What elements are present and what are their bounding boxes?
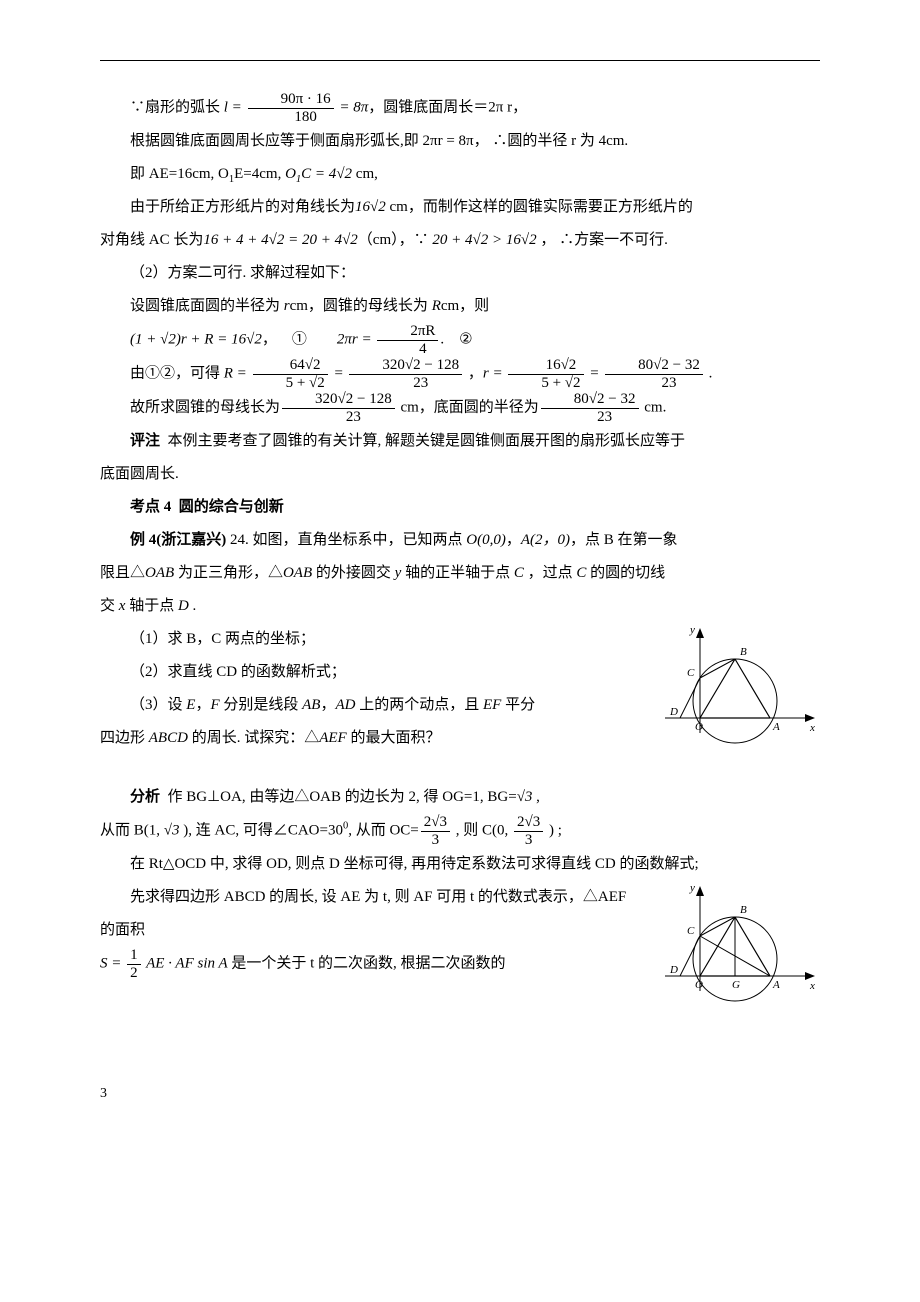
note: 评注 本例主要考查了圆锥的有关计算, 解题关键是圆锥侧面展开图的扇形弧长应等于 bbox=[100, 425, 820, 458]
line5: 对角线 AC 长为16 + 4 + 4√2 = 20 + 4√2（cm），∵ 2… bbox=[100, 224, 820, 257]
note-cont: 底面圆周长. bbox=[100, 458, 820, 491]
svg-text:D: D bbox=[669, 706, 678, 718]
svg-text:D: D bbox=[669, 964, 678, 976]
kaodian: 考点 4 圆的综合与创新 bbox=[100, 491, 820, 524]
page-number: 3 bbox=[100, 1079, 820, 1110]
analysis-3: 在 Rt△OCD 中, 求得 OD, 则点 D 坐标可得, 再用待定系数法可求得… bbox=[100, 848, 820, 881]
line4: 由于所给正方形纸片的对角线长为16√2 cm，而制作这样的圆锥实际需要正方形纸片… bbox=[100, 191, 820, 224]
svg-text:A: A bbox=[772, 721, 780, 733]
svg-text:C: C bbox=[687, 925, 695, 937]
line7: 设圆锥底面圆的半径为 rcm，圆锥的母线长为 Rcm，则 bbox=[100, 290, 820, 323]
svg-text:y: y bbox=[689, 882, 695, 894]
example4-l2: 限且△OAB 为正三角形，△OAB 的外接圆交 y 轴的正半轴于点 C ，过点 … bbox=[100, 557, 820, 590]
svg-text:A: A bbox=[772, 979, 780, 991]
svg-text:B: B bbox=[740, 904, 747, 916]
line9: 由①②，可得 R = 64√25 + √2 = 320√2 − 12823 ，r… bbox=[100, 357, 820, 391]
line2: 根据圆锥底面圆周长应等于侧面扇形弧长,即 2πr = 8π， ∴圆的半径 r 为… bbox=[100, 125, 820, 158]
svg-text:C: C bbox=[687, 667, 695, 679]
svg-text:O: O bbox=[695, 721, 703, 733]
svg-text:x: x bbox=[809, 980, 815, 992]
svg-text:O: O bbox=[695, 979, 703, 991]
svg-text:x: x bbox=[809, 722, 815, 734]
diagram-2: y x O A B C D G bbox=[660, 881, 820, 1029]
analysis-2: 从而 B(1, √3 ), 连 AC, 可得∠CAO=300, 从而 OC=2√… bbox=[100, 814, 820, 848]
svg-text:B: B bbox=[740, 646, 747, 658]
line8: (1 + √2)r + R = 16√2， ① 2πr = 2πR4. ② bbox=[100, 323, 820, 357]
line1: ∵扇形的弧长 l = 90π · 16180 = 8π，圆锥底面周长＝2π r， bbox=[100, 91, 820, 125]
svg-text:y: y bbox=[689, 624, 695, 636]
svg-text:G: G bbox=[732, 979, 740, 991]
line6: （2）方案二可行. 求解过程如下： bbox=[100, 257, 820, 290]
diagram-1: y x O A B C D bbox=[660, 623, 820, 771]
top-rule bbox=[100, 60, 820, 61]
line3: 即 AE=16cm, O1E=4cm, O1C = 4√2 cm, bbox=[100, 158, 820, 191]
analysis: 分析 作 BG⊥OA, 由等边△OAB 的边长为 2, 得 OG=1, BG=√… bbox=[100, 781, 820, 814]
example4: 例 4(浙江嘉兴) 24. 如图，直角坐标系中，已知两点 O(0,0)，A(2，… bbox=[100, 524, 820, 557]
example4-l3: 交 x 轴于点 D . bbox=[100, 590, 820, 623]
line10: 故所求圆锥的母线长为320√2 − 12823 cm，底面圆的半径为80√2 −… bbox=[100, 391, 820, 425]
